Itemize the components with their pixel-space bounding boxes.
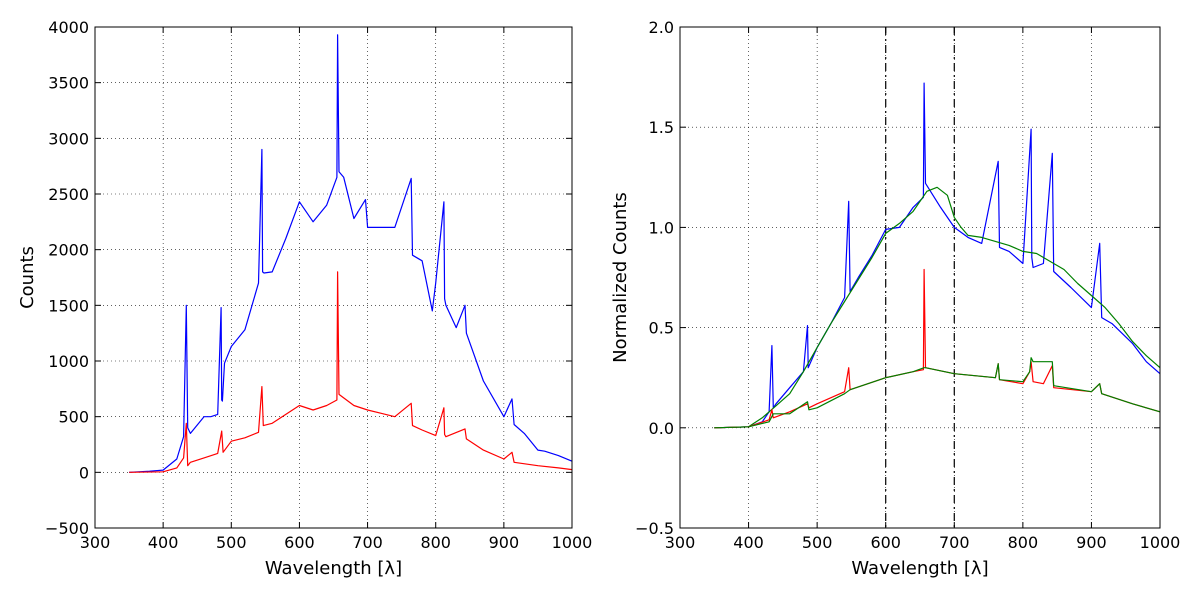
y-axis-label: Counts bbox=[17, 246, 38, 309]
y-tick-label: 1000 bbox=[48, 352, 89, 371]
y-axis-label: Normalized Counts bbox=[610, 192, 631, 363]
x-tick-label: 400 bbox=[733, 533, 764, 552]
y-tick-label: 4000 bbox=[48, 18, 89, 37]
x-axis-label: Wavelength [λ] bbox=[265, 558, 402, 579]
x-axis-label: Wavelength [λ] bbox=[851, 558, 988, 579]
series-line-3 bbox=[714, 357, 1161, 429]
x-tick-label: 300 bbox=[80, 533, 111, 552]
y-tick-label: 0.5 bbox=[649, 319, 674, 338]
y-tick-label: 3000 bbox=[48, 129, 89, 148]
y-tick-label: 1500 bbox=[48, 296, 89, 315]
x-tick-label: 900 bbox=[1076, 533, 1107, 552]
series-line-1 bbox=[714, 186, 1161, 429]
y-tick-label: 1.5 bbox=[649, 118, 674, 137]
x-tick-label: 600 bbox=[870, 533, 901, 552]
y-tick-label: 3500 bbox=[48, 74, 89, 93]
x-tick-label: 1000 bbox=[552, 533, 593, 552]
series-line-1 bbox=[129, 271, 573, 473]
x-tick-label: 300 bbox=[665, 533, 696, 552]
plot-frame bbox=[94, 26, 573, 529]
chart-counts: 300 400 500 600 700 800 900 1000 −500 0 500 1000 150… bbox=[17, 18, 592, 579]
x-tick-label: 800 bbox=[1008, 533, 1039, 552]
plot-frame bbox=[679, 26, 1161, 529]
y-tick-label: 2.0 bbox=[649, 18, 674, 37]
y-tick-label: −0.5 bbox=[635, 519, 674, 538]
x-tick-label: 900 bbox=[489, 533, 520, 552]
chart-normalized-counts: 300 400 500 600 700 800 900 1000 −0.5 0.0 0.5 1.0 1.… bbox=[610, 18, 1180, 579]
y-tick-label: 0 bbox=[79, 463, 89, 482]
series-line-0 bbox=[714, 82, 1161, 429]
x-tick-label: 400 bbox=[148, 533, 179, 552]
y-tick-label: 2500 bbox=[48, 185, 89, 204]
x-tick-label: 500 bbox=[216, 533, 247, 552]
x-tick-label: 800 bbox=[420, 533, 451, 552]
y-tick-label: 1.0 bbox=[649, 218, 674, 237]
x-tick-label: 700 bbox=[939, 533, 970, 552]
y-tick-label: 2000 bbox=[48, 241, 89, 260]
x-tick-label: 700 bbox=[352, 533, 383, 552]
x-tick-label: 600 bbox=[284, 533, 315, 552]
y-tick-label: −500 bbox=[45, 519, 89, 538]
x-tick-label: 1000 bbox=[1140, 533, 1181, 552]
y-tick-label: 0.0 bbox=[649, 419, 674, 438]
x-tick-label: 500 bbox=[802, 533, 833, 552]
y-tick-label: 500 bbox=[58, 408, 89, 427]
series-line-0 bbox=[129, 34, 573, 473]
